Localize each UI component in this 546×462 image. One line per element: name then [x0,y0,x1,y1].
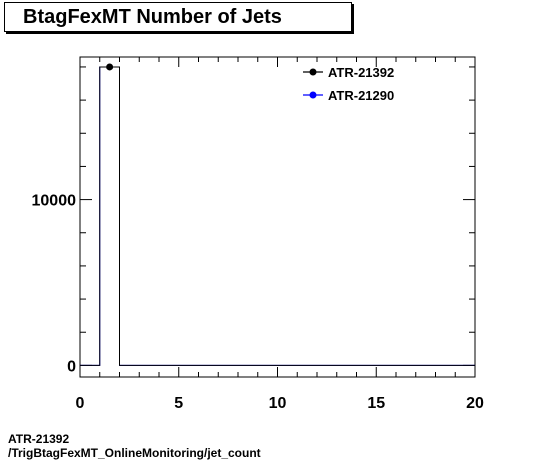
legend-marker [310,92,317,99]
histogram-line [80,67,475,365]
y-tick-label: 10000 [32,193,77,210]
x-tick-label: 20 [466,395,484,412]
x-tick-label: 0 [76,395,85,412]
x-tick-label: 15 [367,395,385,412]
x-tick-label: 10 [269,395,287,412]
legend-label: ATR-21290 [328,88,394,103]
frame [80,57,475,377]
footer-run-label: ATR-21392 [8,432,261,446]
legend-marker [310,69,317,76]
x-tick-label: 5 [174,395,183,412]
data-point [106,63,113,70]
y-tick-label: 0 [67,358,76,375]
histogram-line [80,67,475,365]
legend-label: ATR-21392 [328,65,394,80]
legend-group: ATR-21392 ATR-21290 [303,65,394,103]
marks-group [80,63,475,365]
footer: ATR-21392 /TrigBtagFexMT_OnlineMonitorin… [8,432,261,460]
footer-path-label: /TrigBtagFexMT_OnlineMonitoring/jet_coun… [8,446,261,460]
